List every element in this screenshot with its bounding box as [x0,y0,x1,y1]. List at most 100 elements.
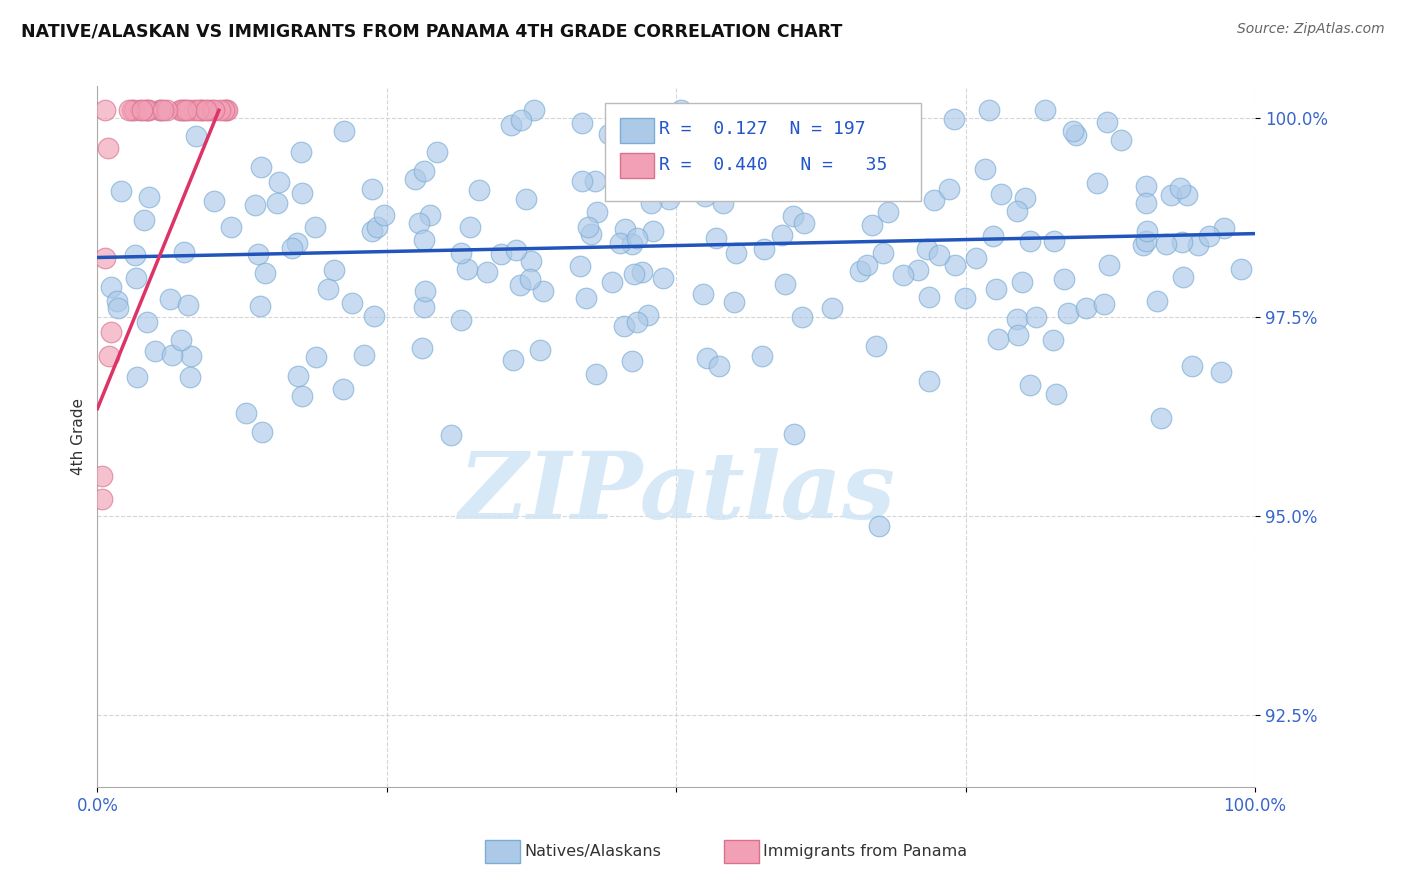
Point [136,103,159,118]
Point [1168,181,1191,195]
Point [1097,258,1119,272]
Text: ZIPatlas: ZIPatlas [458,448,894,538]
Point [626,315,648,329]
Point [323,263,346,277]
Point [201,103,224,118]
Point [1229,262,1251,277]
Point [613,319,636,334]
Point [1074,301,1097,316]
Point [100,325,122,339]
Point [169,103,191,118]
Point [510,112,533,127]
Point [631,265,654,279]
Point [872,245,894,260]
Point [202,103,225,118]
Point [149,103,172,118]
Point [529,343,551,357]
Point [360,224,382,238]
Point [489,247,512,261]
Point [468,183,491,197]
Point [1146,294,1168,309]
Point [696,180,718,194]
Point [585,367,607,381]
Point [876,205,898,219]
Point [190,103,212,118]
Point [987,332,1010,346]
Point [915,242,938,256]
Point [413,300,436,314]
Point [505,244,527,258]
Point [1181,359,1204,374]
Point [965,252,987,266]
Point [865,339,887,353]
Point [332,382,354,396]
Point [353,348,375,362]
Point [235,407,257,421]
Point [669,164,692,178]
Point [692,287,714,301]
Point [1154,236,1177,251]
Point [856,258,879,272]
Text: Natives/Alaskans: Natives/Alaskans [524,845,661,859]
Point [1011,276,1033,290]
Point [1019,234,1042,248]
Point [456,261,478,276]
Point [408,216,430,230]
Point [575,291,598,305]
Point [1085,177,1108,191]
Point [304,219,326,234]
Point [1135,179,1157,194]
Point [1109,133,1132,147]
Point [953,291,976,305]
Point [172,103,194,118]
Point [179,370,201,384]
Point [412,164,434,178]
Point [782,209,804,223]
Point [893,268,915,282]
Point [1150,411,1173,425]
Point [790,310,813,325]
Point [208,103,231,118]
Point [821,301,844,315]
Point [1209,365,1232,379]
Point [609,236,631,251]
Point [426,145,449,159]
Point [366,220,388,235]
Point [509,277,531,292]
Point [515,192,537,206]
Point [249,299,271,313]
Point [318,281,340,295]
Point [695,181,717,195]
Point [110,184,132,198]
Point [668,140,690,154]
Point [1045,386,1067,401]
Point [287,369,309,384]
Point [333,124,356,138]
Point [156,103,179,118]
Point [1175,187,1198,202]
Point [149,103,172,118]
Point [373,208,395,222]
Point [1097,115,1119,129]
Point [1014,191,1036,205]
Point [1160,188,1182,202]
Point [1035,103,1057,118]
Point [519,271,541,285]
Point [848,163,870,178]
Point [568,259,591,273]
Point [868,519,890,533]
Point [773,277,796,292]
Point [1092,296,1115,310]
Point [1042,234,1064,248]
Point [501,118,523,132]
Point [860,218,883,232]
Point [1135,234,1157,248]
Point [1007,328,1029,343]
Point [576,219,599,234]
Point [127,370,149,384]
Point [1170,235,1192,250]
Point [291,389,314,403]
Point [711,195,734,210]
Point [583,174,606,188]
Point [585,205,607,219]
